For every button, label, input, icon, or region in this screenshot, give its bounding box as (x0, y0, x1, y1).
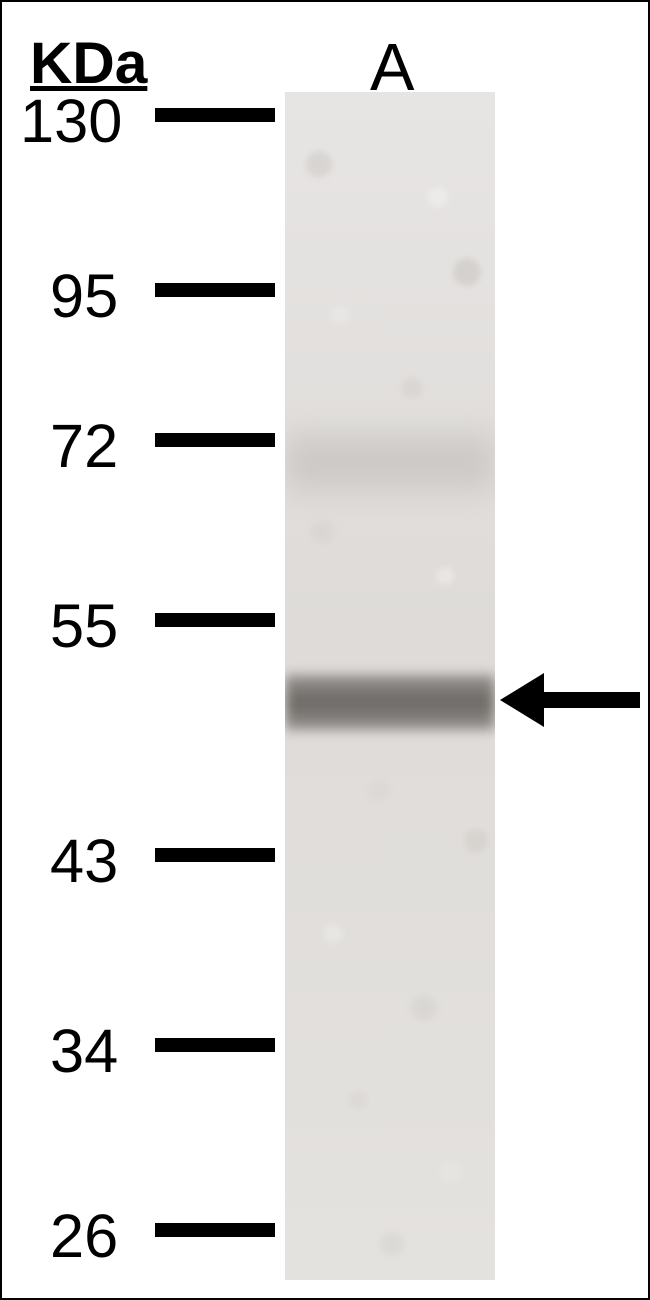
western-blot-figure: KDa 130957255433426 A (0, 0, 650, 1300)
arrow-head-icon (500, 673, 544, 727)
arrow-shaft (544, 692, 640, 708)
indicator-arrow (0, 0, 650, 1300)
